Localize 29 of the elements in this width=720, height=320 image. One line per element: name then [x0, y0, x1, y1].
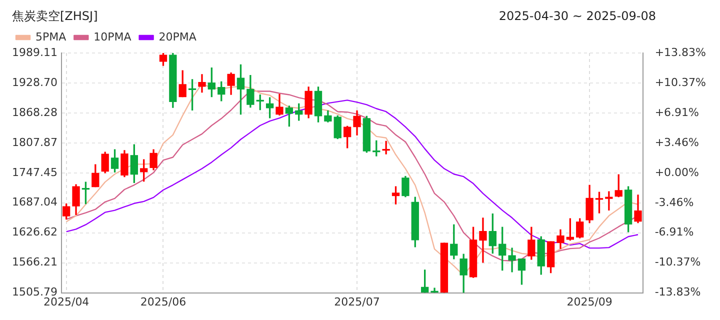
y2-tick-label: +10.37%	[654, 76, 706, 89]
chart-subtitle: 2025-04-30 ~ 2025-09-08	[498, 8, 656, 24]
y-tick-label: 1566.21	[12, 256, 58, 269]
x-tick-label: 2025/09	[566, 295, 612, 308]
y-tick-label: 1868.28	[12, 106, 58, 119]
candlestick	[508, 248, 516, 272]
y-tick-label: 1626.62	[12, 226, 58, 239]
legend-label: 5PMA	[36, 30, 67, 44]
y2-tick-label: +13.83%	[654, 46, 706, 59]
y2-tick-label: +6.91%	[654, 106, 700, 119]
candlestick	[479, 218, 487, 263]
candlestick	[382, 140, 390, 154]
y2-tick-label: -13.83%	[654, 286, 701, 299]
y2-tick-label: -3.46%	[654, 196, 694, 209]
y2-tick-label: -6.91%	[654, 226, 694, 239]
x-tick-label: 2025/06	[140, 295, 186, 308]
y-tick-label: 1687.04	[12, 196, 58, 209]
y-tick-label: 1807.87	[12, 136, 58, 149]
y-tick-label: 1747.45	[12, 166, 58, 179]
y2-tick-label: -10.37%	[654, 256, 701, 269]
candlestick	[605, 191, 613, 211]
y2-tick-label: +0.00%	[654, 166, 700, 179]
y-tick-label: 1989.11	[12, 46, 58, 59]
y-tick-label: 1928.70	[12, 76, 58, 89]
y2-tick-label: +3.46%	[654, 136, 700, 149]
legend-label: 10PMA	[94, 30, 132, 44]
legend-label: 20PMA	[158, 30, 197, 44]
x-tick-label: 2025/07	[334, 295, 380, 308]
chart-title: 焦炭卖空[ZHSJ]	[12, 8, 98, 24]
